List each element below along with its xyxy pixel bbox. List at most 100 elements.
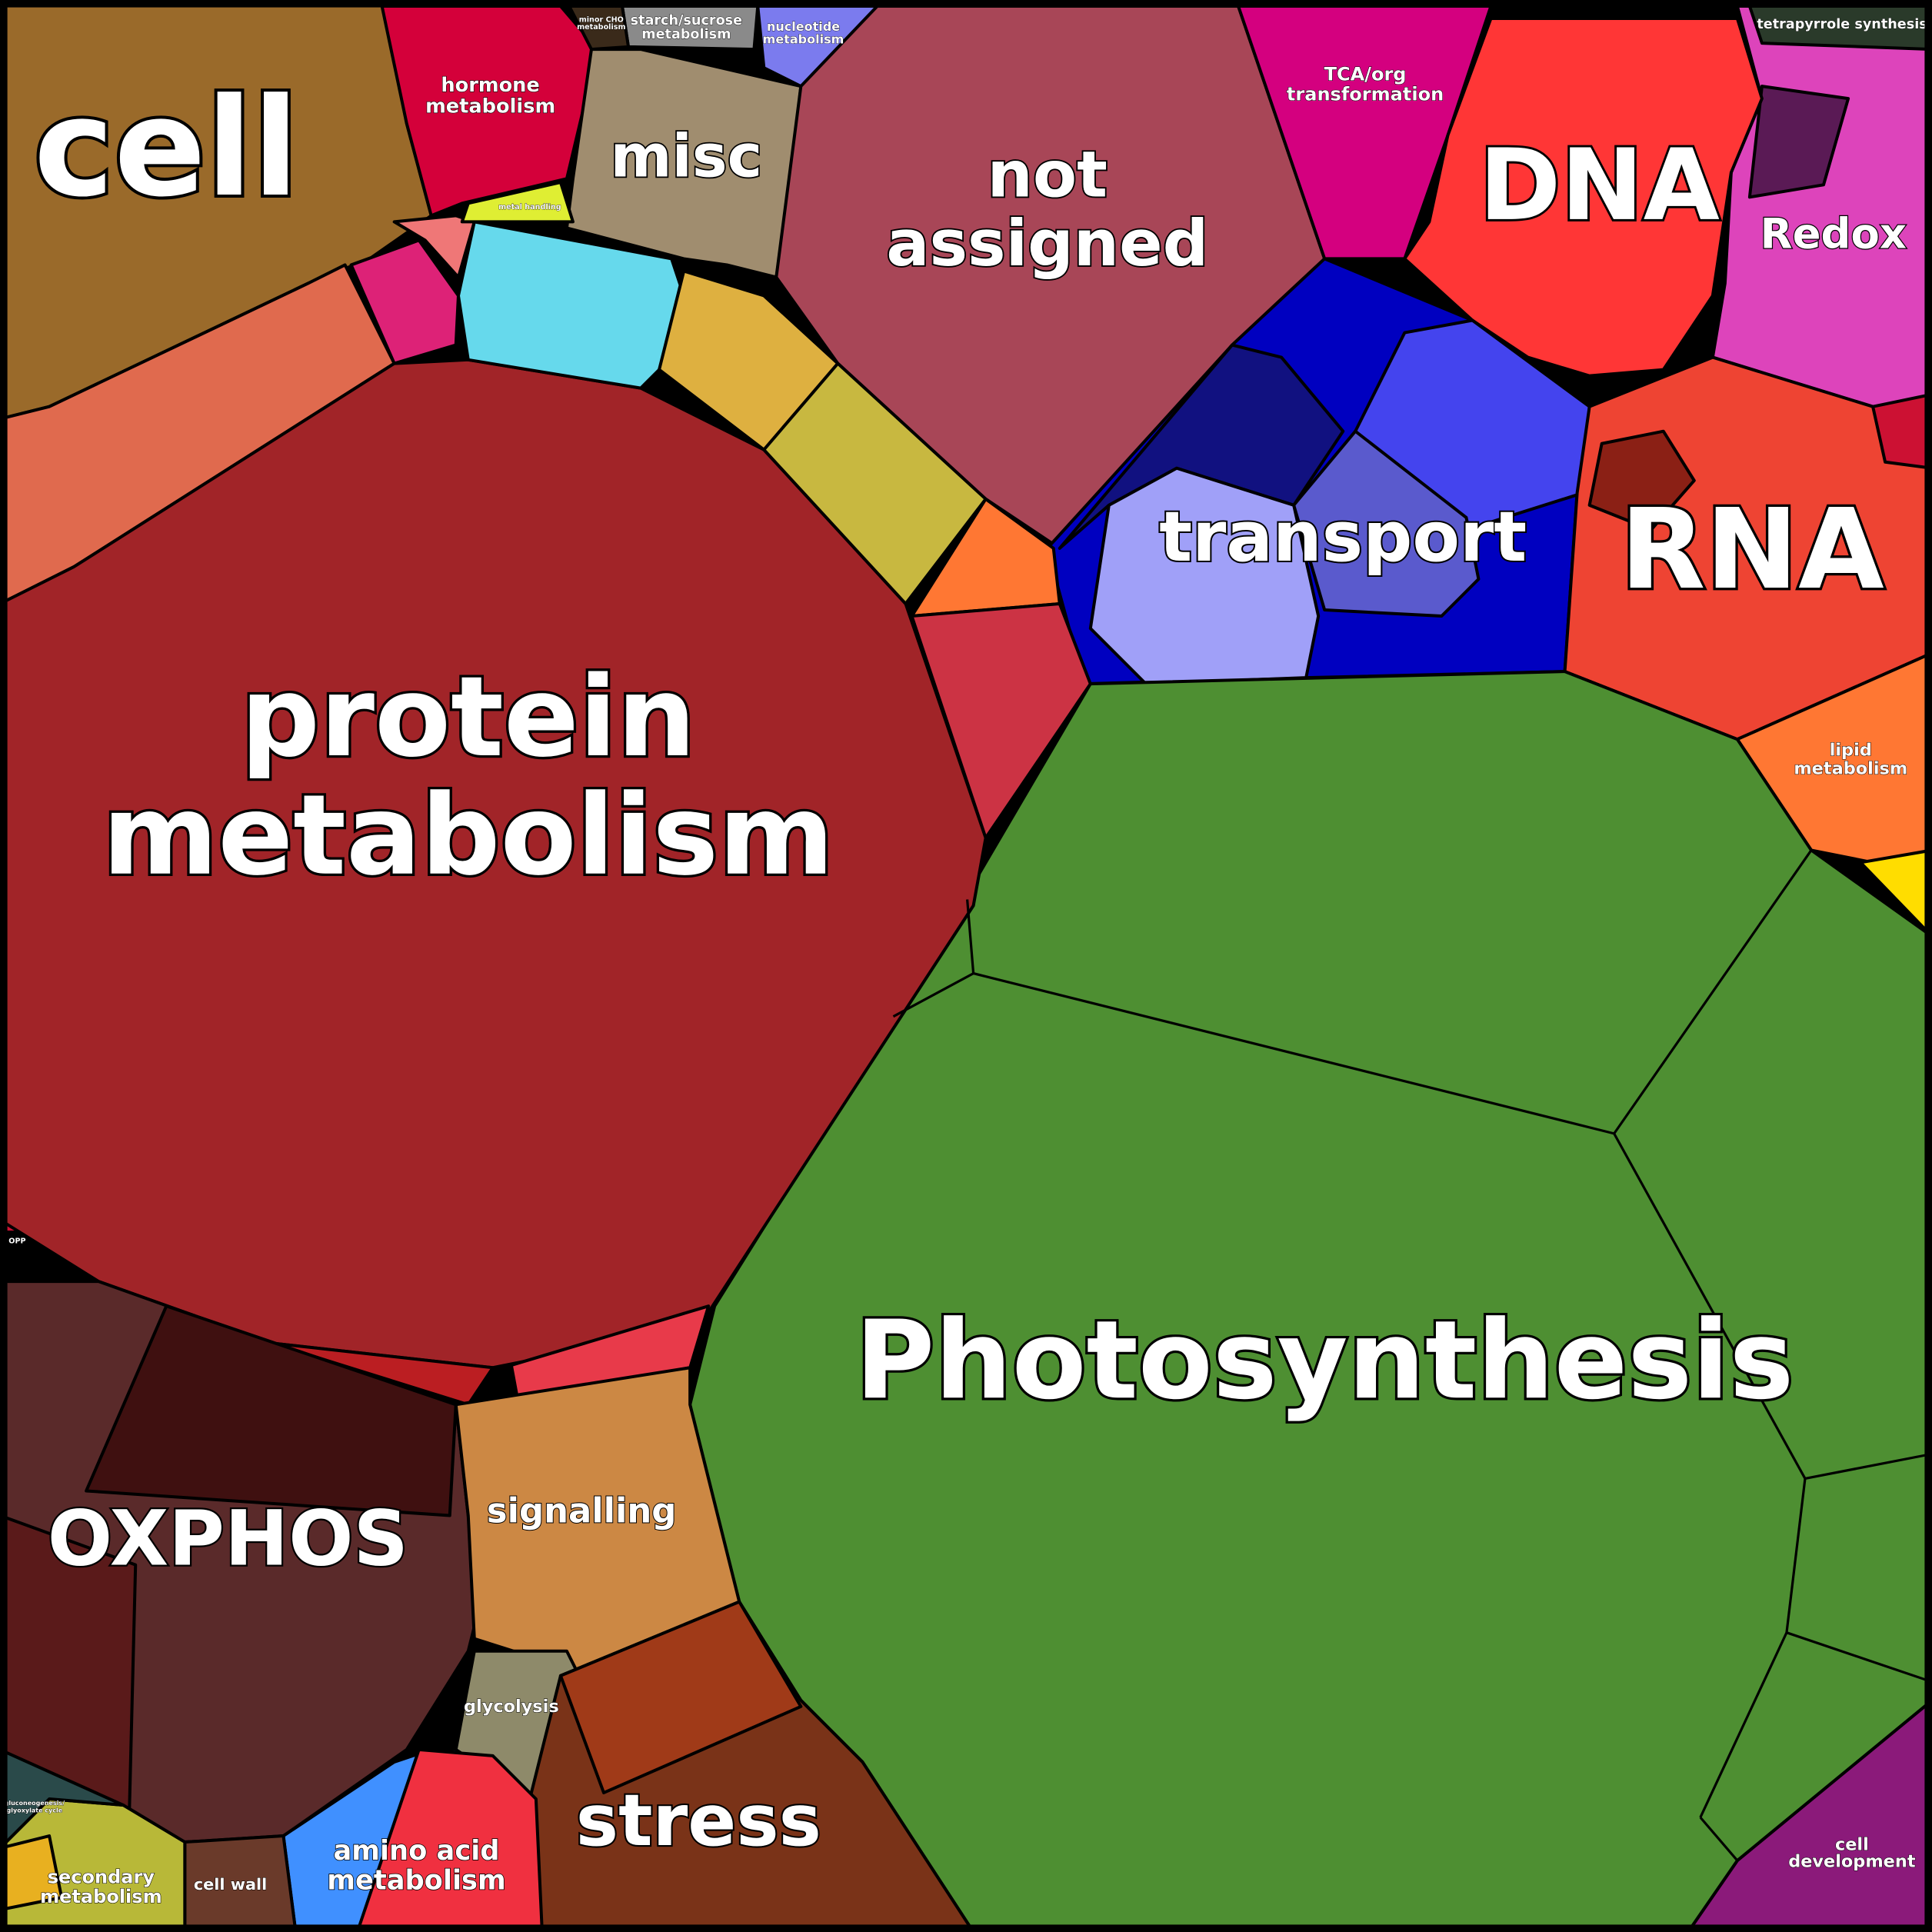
region-label: TCA/org transformation	[1287, 64, 1444, 105]
cell-border	[1786, 1631, 1932, 1684]
label-line: misc	[610, 122, 762, 191]
label-line: TCA/org	[1324, 64, 1407, 85]
region-cell	[460, 181, 575, 224]
region-label: RNA	[1620, 485, 1884, 615]
label-line: cell	[1835, 1834, 1869, 1854]
label-line: nucleotide	[767, 19, 840, 34]
region-label: hormone metabolism	[425, 74, 555, 118]
region-label: signalling	[487, 1490, 677, 1531]
label-line: development	[1788, 1851, 1916, 1871]
label-line: glycolysis	[464, 1696, 559, 1716]
cell-border	[1613, 849, 1813, 1134]
label-line: not	[988, 137, 1108, 212]
region-cell	[1403, 17, 1764, 378]
label-line: OPP	[8, 1237, 25, 1245]
region-cell	[355, 1747, 544, 1932]
label-line: glyoxylate cycle	[7, 1807, 63, 1814]
label-line: metabolism	[763, 32, 844, 46]
region-label: stress	[576, 1780, 821, 1863]
label-line: gluconeogenesis/	[5, 1799, 65, 1806]
region-cell	[910, 601, 1092, 840]
cell-border	[1699, 1632, 1788, 1818]
label-line: DNA	[1479, 128, 1720, 243]
region-cell	[565, 48, 803, 279]
region-label: minor CHO metabolism	[577, 16, 625, 32]
label-line: metabolism	[577, 23, 625, 32]
region-label: cell development	[1788, 1834, 1916, 1871]
region-cell	[0, 1747, 125, 1850]
label-line: metabolism	[425, 95, 555, 118]
cell-border	[1613, 1133, 1807, 1480]
region-cell	[1859, 848, 1932, 938]
region-label: lipid metabolism	[1794, 740, 1907, 778]
region-cell	[349, 238, 460, 365]
region-label: not assigned	[886, 137, 1208, 281]
cell-border	[1804, 1452, 1932, 1481]
label-line: RNA	[1620, 485, 1884, 615]
label-line: cell wall	[194, 1875, 268, 1894]
region-label: gluconeogenesis/glyoxylate cycle	[5, 1799, 65, 1814]
label-line: minor CHO	[579, 16, 624, 25]
label-line: metabolism	[641, 27, 731, 42]
region-label: amino acid metabolism	[327, 1835, 506, 1896]
region-label: OPP	[8, 1237, 25, 1245]
region-label: tetrapyrrole synthesis	[1757, 17, 1927, 32]
region-label: Photosynthesis	[855, 1297, 1794, 1424]
label-line: hormone	[441, 74, 539, 97]
region-label: protein metabolism	[102, 653, 834, 901]
region-label: misc	[610, 122, 762, 191]
label-line: stress	[576, 1780, 821, 1863]
region-label: starch/sucrose metabolism	[631, 13, 743, 42]
label-line: Photosynthesis	[855, 1297, 1794, 1424]
label-line: metabolism	[40, 1886, 162, 1907]
label-line: amino acid	[333, 1835, 499, 1867]
label-line: OXPHOS	[48, 1495, 408, 1584]
region-label: OXPHOS	[48, 1495, 408, 1584]
label-line: Redox	[1760, 209, 1907, 258]
region-label: transport	[1159, 498, 1527, 578]
label-line: metabolism	[327, 1864, 506, 1896]
label-line: metabolism	[1794, 758, 1907, 778]
region-cell	[1587, 429, 1696, 531]
region-label: cell	[34, 68, 299, 227]
region-label: DNA	[1479, 128, 1720, 243]
label-line: starch/sucrose	[631, 13, 743, 28]
label-line: tetrapyrrole synthesis	[1757, 17, 1927, 32]
region-label: cell wall	[194, 1875, 268, 1894]
cell-border	[973, 972, 1615, 1135]
region-cell	[558, 1600, 803, 1794]
cell-border	[1292, 430, 1357, 506]
cell-border	[892, 972, 974, 1018]
region-cell	[0, 1834, 64, 1912]
region-label: metal handling	[498, 203, 561, 212]
region-cell	[380, 5, 599, 218]
label-line: signalling	[487, 1490, 677, 1531]
label-line: metabolism	[102, 771, 834, 900]
region-label: Redox	[1760, 209, 1907, 258]
label-line: secondary	[48, 1867, 155, 1888]
cell-border	[966, 899, 975, 974]
label-line: lipid	[1830, 740, 1872, 760]
region-cell	[456, 220, 686, 390]
label-line: protein	[241, 653, 696, 782]
label-line: transformation	[1287, 83, 1444, 105]
region-label: nucleotide metabolism	[763, 19, 844, 46]
region-cell	[1871, 392, 1932, 470]
label-line: transport	[1159, 498, 1527, 578]
region-cell	[762, 361, 988, 606]
label-line: assigned	[886, 206, 1208, 281]
region-label: secondary metabolism	[40, 1867, 162, 1908]
region-cell	[392, 214, 476, 279]
cell-border	[1785, 1478, 1807, 1633]
region-cell	[85, 1304, 458, 1517]
cell-border	[1699, 1816, 1739, 1862]
region-cell	[1747, 85, 1850, 199]
region-label: glycolysis	[464, 1696, 559, 1716]
label-line: cell	[34, 68, 299, 227]
